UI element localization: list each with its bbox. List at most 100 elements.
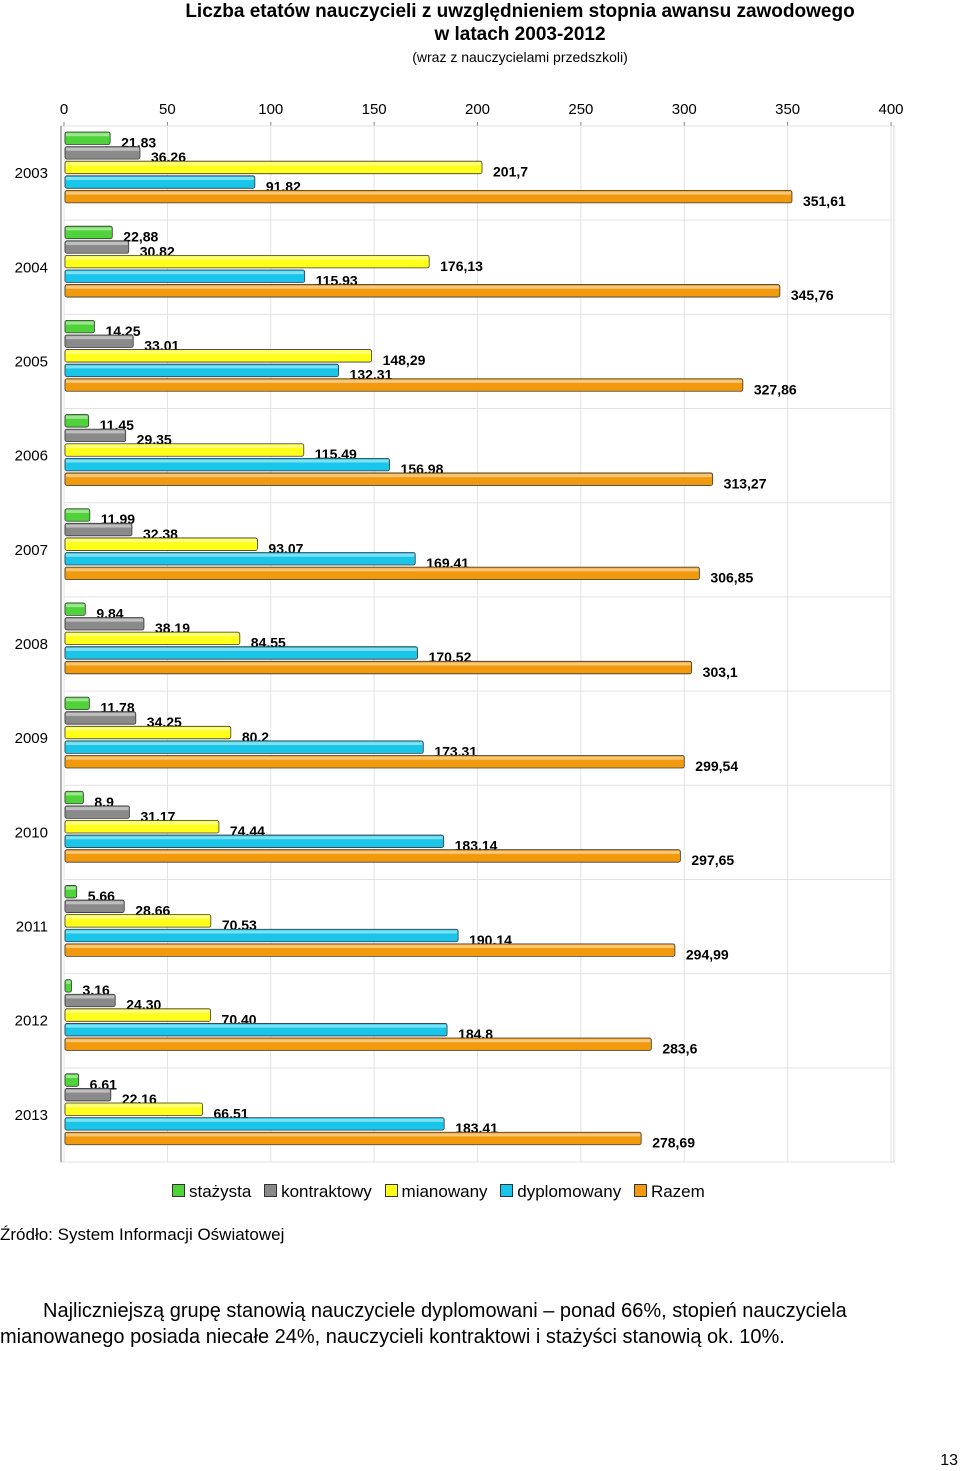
data-label-razem-2008: 303,1 bbox=[703, 664, 738, 680]
bar-shine-mianowany-2003 bbox=[66, 162, 482, 166]
bar-shine-dyplomowany-2012 bbox=[66, 1024, 447, 1028]
bar-razem-2008 bbox=[64, 660, 693, 675]
data-label-razem-2003: 351,61 bbox=[803, 193, 846, 209]
bar-shine-dyplomowany-2011 bbox=[66, 930, 458, 934]
chart-title-line-1: Liczba etatów nauczycieli z uwzględnieni… bbox=[185, 1, 855, 22]
chart-legend: stażysta kontraktowy mianowany dyplomowa… bbox=[172, 1181, 713, 1203]
category-label-2004: 2004 bbox=[15, 259, 48, 276]
bar-mianowany-2010 bbox=[64, 820, 220, 834]
legend-label-stazysta: stażysta bbox=[189, 1182, 252, 1201]
category-label-2013: 2013 bbox=[15, 1107, 48, 1124]
legend-label-mianowany: mianowany bbox=[401, 1182, 488, 1201]
bar-razem-2004 bbox=[64, 284, 781, 298]
bar-shine-stazysta-2003 bbox=[66, 133, 110, 137]
bar-razem-2010 bbox=[64, 849, 681, 863]
bar-shine-kontraktowy-2005 bbox=[66, 336, 133, 340]
category-label-2008: 2008 bbox=[15, 636, 48, 653]
bar-shine-kontraktowy-2008 bbox=[66, 618, 143, 622]
bar-shine-kontraktowy-2011 bbox=[66, 901, 124, 905]
legend-item-stazysta: stażysta bbox=[172, 1181, 251, 1203]
legend-label-razem: Razem bbox=[650, 1182, 705, 1201]
data-label-razem-2006: 313,27 bbox=[724, 475, 767, 491]
bar-shine-stazysta-2008 bbox=[66, 604, 85, 608]
bar-shine-mianowany-2006 bbox=[66, 444, 303, 448]
chart-subtitle: (wraz z nauczycielami przedszkoli) bbox=[412, 49, 628, 65]
bar-kontraktowy-2003 bbox=[64, 146, 141, 160]
bar-shine-razem-2003 bbox=[66, 191, 791, 195]
chart-title-line-2: w latach 2003-2012 bbox=[434, 24, 606, 45]
bar-shine-stazysta-2007 bbox=[66, 509, 89, 513]
bar-dyplomowany-2004 bbox=[64, 269, 306, 283]
data-label-razem-2009: 299,54 bbox=[695, 758, 738, 774]
bar-dyplomowany-2008 bbox=[64, 646, 418, 660]
bar-shine-stazysta-2011 bbox=[66, 886, 76, 890]
bar-shine-kontraktowy-2009 bbox=[66, 712, 135, 716]
bar-shine-mianowany-2007 bbox=[66, 539, 257, 543]
bar-mianowany-2009 bbox=[64, 725, 232, 740]
bar-razem-2007 bbox=[64, 566, 700, 581]
bar-stazysta-2012 bbox=[64, 979, 72, 993]
bar-shine-dyplomowany-2007 bbox=[66, 553, 415, 557]
legend-item-mianowany: mianowany bbox=[384, 1181, 488, 1203]
bar-mianowany-2003 bbox=[64, 160, 483, 175]
bar-shine-mianowany-2008 bbox=[66, 633, 239, 637]
bar-mianowany-2008 bbox=[64, 631, 241, 646]
bar-razem-2013 bbox=[64, 1131, 642, 1146]
bar-stazysta-2003 bbox=[64, 131, 111, 145]
bar-shine-mianowany-2009 bbox=[66, 727, 230, 731]
data-label-razem-2011: 294,99 bbox=[686, 946, 729, 962]
bar-kontraktowy-2008 bbox=[64, 617, 145, 631]
bar-shine-dyplomowany-2006 bbox=[66, 459, 389, 463]
legend-label-kontraktowy: kontraktowy bbox=[281, 1182, 372, 1201]
bar-mianowany-2004 bbox=[64, 254, 430, 269]
bar-razem-2005 bbox=[64, 378, 744, 392]
bar-shine-razem-2007 bbox=[66, 568, 699, 572]
bar-razem-2009 bbox=[64, 755, 685, 769]
category-label-2006: 2006 bbox=[15, 448, 48, 465]
bar-shine-kontraktowy-2003 bbox=[66, 147, 139, 151]
bar-mianowany-2011 bbox=[64, 914, 212, 928]
bar-shine-dyplomowany-2005 bbox=[66, 365, 338, 369]
bar-shine-razem-2006 bbox=[66, 474, 712, 478]
bar-shine-stazysta-2006 bbox=[66, 415, 88, 419]
bar-shine-kontraktowy-2010 bbox=[66, 807, 129, 811]
legend-swatch-stazysta bbox=[172, 1184, 185, 1197]
chart-title-block: Liczba etatów nauczycieli z uwzględnieni… bbox=[60, 0, 960, 68]
data-label-razem-2007: 306,85 bbox=[710, 570, 753, 586]
bar-stazysta-2010 bbox=[64, 790, 84, 805]
category-label-2012: 2012 bbox=[15, 1013, 48, 1030]
data-label-razem-2010: 297,65 bbox=[691, 852, 734, 868]
bar-mianowany-2005 bbox=[64, 349, 372, 363]
bar-shine-stazysta-2009 bbox=[66, 698, 89, 702]
category-label-2010: 2010 bbox=[15, 824, 48, 841]
bar-shine-dyplomowany-2003 bbox=[66, 177, 254, 180]
bar-shine-mianowany-2011 bbox=[66, 915, 210, 919]
x-tick-label-2: 100 bbox=[258, 101, 283, 118]
bar-kontraktowy-2007 bbox=[64, 522, 133, 537]
x-tick-label-4: 200 bbox=[465, 101, 490, 118]
bar-kontraktowy-2009 bbox=[64, 711, 137, 725]
bar-stazysta-2006 bbox=[64, 414, 90, 428]
data-label-razem-2004: 345,76 bbox=[791, 287, 834, 303]
category-label-2009: 2009 bbox=[15, 730, 48, 747]
bar-razem-2006 bbox=[64, 472, 714, 486]
bar-shine-kontraktowy-2004 bbox=[66, 241, 128, 245]
bar-dyplomowany-2011 bbox=[64, 928, 459, 943]
bar-shine-stazysta-2004 bbox=[66, 227, 112, 231]
bar-dyplomowany-2007 bbox=[64, 552, 416, 566]
bar-shine-stazysta-2012 bbox=[66, 980, 71, 984]
category-label-2005: 2005 bbox=[15, 353, 48, 370]
bar-shine-mianowany-2004 bbox=[66, 256, 429, 260]
bar-razem-2012 bbox=[64, 1037, 652, 1051]
bar-shine-razem-2004 bbox=[66, 285, 779, 289]
bar-kontraktowy-2004 bbox=[64, 240, 130, 254]
legend-swatch-mianowany bbox=[384, 1184, 398, 1197]
legend-item-kontraktowy: kontraktowy bbox=[264, 1181, 372, 1203]
bar-kontraktowy-2010 bbox=[64, 805, 130, 819]
bar-shine-stazysta-2005 bbox=[66, 321, 94, 325]
bar-shine-razem-2008 bbox=[66, 662, 691, 666]
bar-dyplomowany-2010 bbox=[64, 834, 445, 848]
legend-label-dyplomowany: dyplomowany bbox=[517, 1182, 622, 1201]
bar-shine-stazysta-2013 bbox=[66, 1075, 78, 1079]
bar-stazysta-2007 bbox=[64, 508, 91, 522]
